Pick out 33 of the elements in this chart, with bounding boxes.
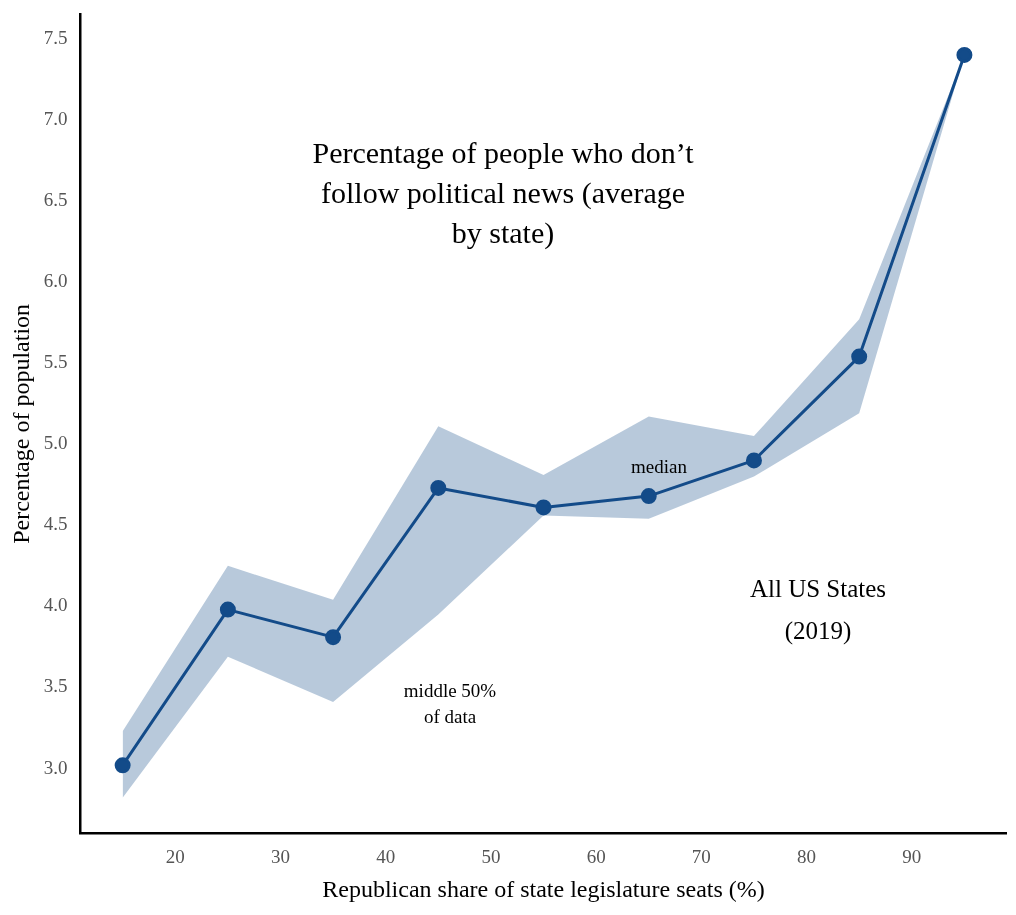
x-tick-label: 20 <box>165 845 185 867</box>
annotation: All US States (2019) <box>749 574 887 645</box>
y-axis-title: Percentage of population <box>7 303 34 544</box>
x-tick-label: 80 <box>797 845 817 867</box>
point <box>956 46 973 63</box>
y-tick-label: 6.5 <box>43 188 68 210</box>
x-tick-label: 30 <box>270 845 290 867</box>
y-tick-label: 5.0 <box>43 432 68 454</box>
y-tick-label: 6.0 <box>43 269 68 291</box>
x-tick-label: 60 <box>586 845 606 867</box>
y-tick-label: 3.0 <box>43 756 68 778</box>
y-tick-label: 7.0 <box>43 107 68 129</box>
annotation: middle 50% of data <box>403 679 497 727</box>
point <box>219 601 236 618</box>
point <box>114 757 131 774</box>
y-tick-label: 5.5 <box>43 351 68 373</box>
point <box>535 499 552 516</box>
y-tick-label: 7.5 <box>43 26 68 48</box>
point <box>745 452 762 469</box>
text: Percentage of people who don’t follow political news (average by state) <box>312 135 695 250</box>
y-tick-label: 4.5 <box>43 513 68 535</box>
point <box>851 348 868 365</box>
x-tick-label: 40 <box>376 845 396 867</box>
point <box>430 479 447 496</box>
y-tick-label: 4.0 <box>43 594 68 616</box>
x-tick-label: 70 <box>691 845 711 867</box>
x-tick-label: 50 <box>481 845 501 867</box>
annotation: median <box>631 455 688 477</box>
point <box>325 629 342 646</box>
x-tick-label: 90 <box>902 845 922 867</box>
x-axis-title: Republican share of state legislature seats (%) <box>322 875 765 902</box>
y-tick-label: 3.5 <box>43 675 68 697</box>
point <box>640 488 657 505</box>
